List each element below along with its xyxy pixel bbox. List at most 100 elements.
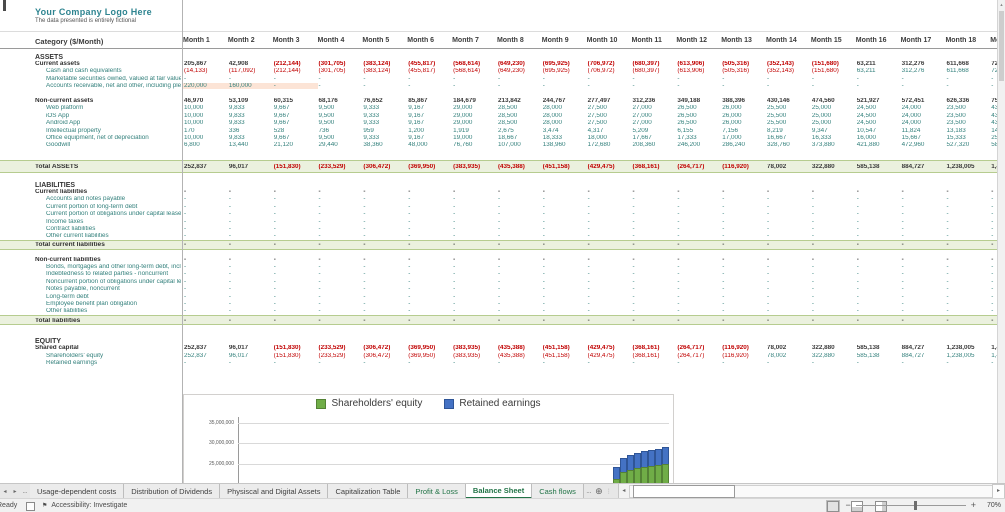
cell[interactable]: - [453,360,456,366]
cell[interactable]: - [542,75,545,82]
cell[interactable]: - [991,286,994,293]
cell[interactable]: - [184,293,187,300]
cell[interactable]: - [542,308,545,315]
sheet-tab-usage-dependent-costs[interactable]: Usage-dependent costs [30,484,125,499]
cell[interactable]: - [363,317,366,324]
cell[interactable]: - [901,360,904,366]
cell[interactable]: - [722,211,725,218]
cell[interactable]: 8,219 [767,127,783,134]
cell[interactable]: - [363,211,366,218]
cell[interactable]: 421,880 [856,142,880,149]
cell[interactable]: (233,529) [318,164,346,171]
cell[interactable]: - [453,83,456,90]
cell[interactable]: - [587,293,590,300]
cell[interactable]: - [991,293,994,300]
cell[interactable]: - [677,286,680,293]
cell[interactable]: - [901,271,904,278]
cell[interactable]: - [677,256,680,263]
cell[interactable]: 26,500 [677,105,697,112]
cell[interactable]: (568,614) [453,60,481,67]
cell[interactable]: - [632,203,635,210]
cell[interactable]: 26,000 [722,120,742,127]
cell[interactable]: - [184,225,187,232]
cell[interactable]: - [991,317,994,324]
cell[interactable]: 43, [991,105,998,112]
cell[interactable]: 528 [273,127,285,134]
cell[interactable]: - [587,203,590,210]
cell[interactable]: 5,209 [632,127,649,134]
tab-nav-left-icon[interactable]: ◂ [3,489,7,495]
cell[interactable]: 29,000 [453,120,473,127]
cell[interactable]: (435,388) [497,352,525,359]
cell[interactable]: - [184,308,187,315]
cell[interactable]: - [811,293,814,300]
cell[interactable]: (383,935) [453,164,481,171]
cell[interactable]: - [542,271,545,278]
cell[interactable]: - [363,188,366,195]
cell[interactable]: - [946,271,949,278]
cell[interactable]: 1,200 [408,127,425,134]
cell[interactable]: 474,560 [811,97,835,104]
cell[interactable]: - [722,225,725,232]
cell[interactable]: (369,950) [408,164,436,171]
cell[interactable]: 25,500 [767,120,787,127]
cell[interactable]: 585,138 [856,352,880,359]
cell[interactable]: 1,4 [991,345,998,352]
cell[interactable]: - [632,225,635,232]
cell[interactable]: - [811,211,814,218]
cell[interactable]: - [318,196,321,203]
cell[interactable]: - [273,211,276,218]
cell[interactable]: 18,667 [497,134,518,141]
cell[interactable]: - [542,256,545,263]
stacked-bar[interactable] [613,395,620,483]
cell[interactable]: - [184,264,187,270]
cell[interactable]: - [184,301,187,307]
cell[interactable]: - [318,211,321,218]
cell[interactable]: - [318,293,321,300]
cell[interactable]: 322,880 [811,345,835,352]
cell[interactable]: 29,440 [318,142,338,149]
cell[interactable]: 9,667 [273,105,290,112]
cell[interactable]: (649,230) [497,68,525,75]
cell[interactable]: 252,837 [184,352,207,359]
cell[interactable]: - [856,301,859,307]
cell[interactable]: - [946,308,949,315]
cell[interactable]: 205,867 [184,60,207,67]
cell[interactable]: 27,500 [587,105,607,112]
stacked-bar[interactable] [655,395,662,483]
cell[interactable]: - [408,196,411,203]
cell[interactable]: - [587,308,590,315]
cell[interactable]: - [228,278,231,285]
cell[interactable]: - [228,360,231,366]
cell[interactable]: - [497,233,501,240]
cell[interactable]: - [497,218,501,225]
cell[interactable]: 78,002 [767,164,787,171]
cell[interactable]: - [184,360,187,366]
cell[interactable]: - [811,225,814,232]
cell[interactable]: 884,727 [901,164,925,171]
cell[interactable]: - [184,286,187,293]
cell[interactable]: - [408,203,411,210]
cell[interactable]: - [363,196,366,203]
cell[interactable]: - [856,256,859,263]
sheet-tab-cash-flows[interactable]: Cash flows [532,484,584,499]
cell[interactable]: 76,760 [453,142,473,149]
cell[interactable]: - [722,278,725,285]
stacked-bar[interactable] [648,395,655,483]
cell[interactable]: - [272,83,318,90]
cell[interactable]: 23,500 [946,120,966,127]
cell[interactable]: 1,919 [453,127,469,134]
cell[interactable]: - [542,196,545,203]
cell[interactable]: - [363,218,366,225]
cell[interactable]: 9,333 [363,120,380,127]
cell[interactable]: - [453,225,456,232]
cell[interactable]: - [811,308,814,315]
cell[interactable]: - [677,75,680,82]
cell[interactable]: - [453,278,456,285]
cell[interactable]: 28,000 [542,112,563,119]
cell[interactable]: 27,000 [632,112,652,119]
cell[interactable]: - [811,233,814,240]
cell[interactable]: - [856,83,859,90]
cell[interactable]: - [856,203,859,210]
cell[interactable]: 18,000 [587,134,607,141]
